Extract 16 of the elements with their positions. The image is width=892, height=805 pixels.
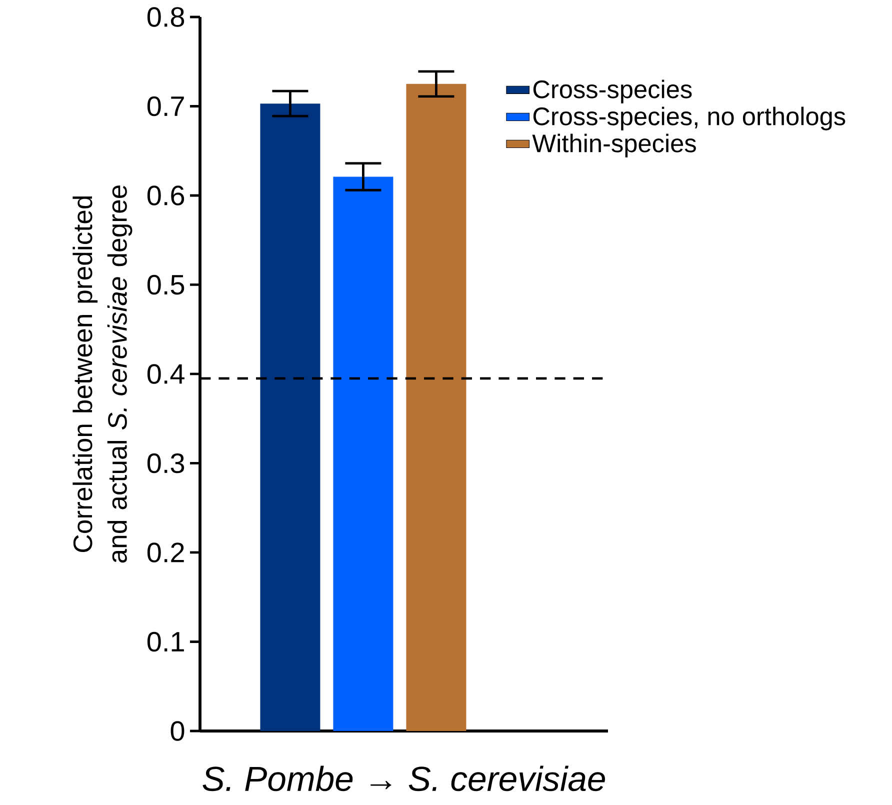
bar <box>260 104 320 731</box>
y-tick-label: 0.8 <box>147 7 184 27</box>
y-tick-label: 0.5 <box>147 274 184 295</box>
y-tick-label: 0 <box>170 721 184 741</box>
y-tick-label: 0.1 <box>147 632 184 652</box>
x-axis-title: S. Pombe → S. cerevisiae <box>202 766 605 792</box>
y-tick-label: 0.3 <box>147 453 184 474</box>
y-tick-label: 0.6 <box>147 186 184 206</box>
legend-label: Within-species <box>532 134 696 158</box>
bar <box>333 176 394 731</box>
legend-label: Cross-species, no orthologs <box>533 106 846 130</box>
y-tick-label: 0.7 <box>147 96 184 116</box>
y-tick-label: 0.2 <box>147 542 184 562</box>
bar <box>406 84 466 731</box>
legend-label: Cross-species <box>533 80 692 104</box>
y-tick-label: 0.4 <box>147 364 184 384</box>
